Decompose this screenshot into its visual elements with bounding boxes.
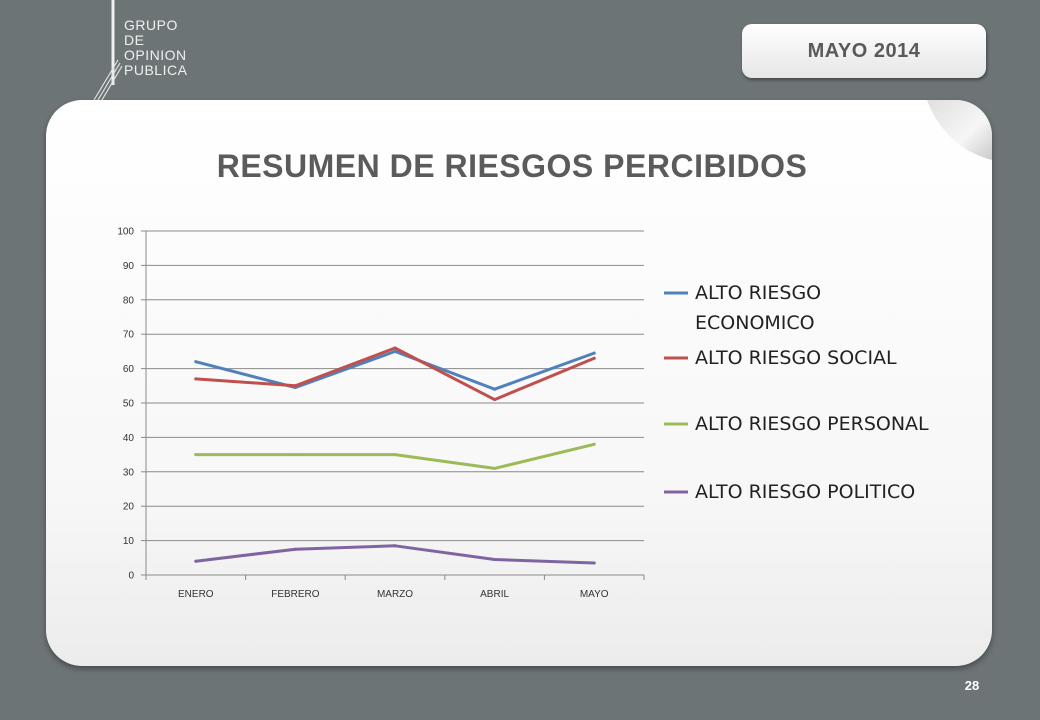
legend-label: ECONOMICO (695, 312, 815, 334)
page-curl-decoration (927, 100, 992, 160)
logo-graphic (90, 0, 123, 106)
page-number: 28 (964, 678, 980, 693)
y-tick-label: 0 (128, 571, 134, 582)
series-point (493, 558, 497, 562)
series-point (194, 360, 198, 364)
chart-card: RESUMEN DE RIESGOS PERCIBIDOS 0 10 20 30 40 5… (46, 100, 992, 666)
x-tick-label: FEBRERO (271, 589, 320, 600)
x-tick-label: MARZO (377, 589, 413, 600)
series-point (293, 384, 297, 388)
series-line (194, 544, 596, 565)
series-point (194, 453, 198, 457)
series-point (592, 561, 596, 565)
logo-line: PUBLICA (124, 62, 188, 78)
y-tick-label: 80 (123, 295, 135, 306)
series-point (592, 442, 596, 446)
x-tick-label: MAYO (580, 589, 609, 600)
y-tick-label: 10 (123, 536, 135, 547)
date-label: MAYO 2014 (807, 39, 921, 62)
y-tick-label: 50 (123, 399, 135, 410)
series-point (493, 398, 497, 402)
series-point (592, 351, 596, 355)
series-point (393, 544, 397, 548)
date-badge: MAYO 2014 (742, 24, 986, 78)
logo-line: DE (124, 32, 145, 48)
logo-line: GRUPO (124, 17, 178, 33)
legend-label: ALTO RIESGO POLITICO (695, 481, 915, 503)
x-tick-label: ABRIL (480, 589, 509, 600)
chart-title: RESUMEN DE RIESGOS PERCIBIDOS (216, 148, 808, 184)
series-line (194, 442, 596, 470)
series-point (493, 387, 497, 391)
series-point (493, 466, 497, 470)
legend-label: ALTO RIESGO SOCIAL (695, 347, 897, 369)
series-point (393, 346, 397, 350)
y-tick-label: 40 (123, 433, 135, 444)
y-tick-label: 100 (117, 227, 134, 238)
line-chart: 0 10 20 30 40 50 60 70 80 90 100 ENERO FEBRERO MARZO A… (117, 227, 929, 601)
series-point (194, 559, 198, 563)
series-point (293, 453, 297, 457)
logo-line: OPINION (124, 47, 187, 63)
legend-label: ALTO RIESGO (695, 282, 821, 304)
y-tick-label: 90 (123, 261, 135, 272)
y-tick-label: 20 (123, 502, 135, 513)
logo-text: GRUPO DE OPINION PUBLICA (124, 18, 187, 78)
y-tick-label: 30 (123, 467, 135, 478)
y-tick-label: 70 (123, 330, 135, 341)
series-point (293, 547, 297, 551)
y-tick-label: 60 (123, 364, 135, 375)
series-point (592, 356, 596, 360)
legend-label: ALTO RIESGO PERSONAL (695, 413, 929, 435)
x-tick-label: ENERO (178, 589, 214, 600)
series-point (393, 349, 397, 353)
series-point (194, 377, 198, 381)
series-point (393, 453, 397, 457)
